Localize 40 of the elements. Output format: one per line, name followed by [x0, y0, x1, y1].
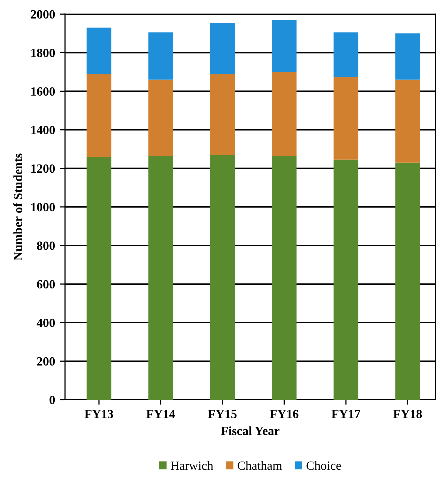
y-tick-label: 1800: [32, 48, 56, 58]
bar: [396, 34, 420, 80]
x-tick-label: FY17: [332, 410, 360, 418]
y-tick-label: 1400: [32, 126, 56, 135]
y-tick-label: 1200: [32, 164, 56, 174]
y-tick-label: 1000: [32, 203, 56, 212]
bar: [148, 32, 174, 80]
bar: [334, 32, 359, 78]
bar: [334, 77, 359, 160]
y-axis-title: Number of Students: [14, 154, 22, 261]
x-tick-label: FY14: [146, 410, 176, 418]
y-tick-label: 1600: [32, 88, 56, 96]
bar: [210, 155, 236, 400]
bar: [272, 72, 297, 156]
bar: [272, 156, 297, 400]
y-tick-label: 800: [37, 242, 56, 250]
bar: [396, 162, 420, 400]
y-tick-label: 200: [37, 357, 56, 366]
bar: [148, 156, 174, 400]
legend-label: Harwich: [170, 461, 214, 470]
legend-label: Choice: [306, 461, 342, 470]
bar: [148, 80, 174, 156]
x-tick-label: FY18: [394, 410, 422, 418]
x-tick-label: FY15: [208, 410, 237, 418]
bar: [86, 157, 112, 400]
x-tick-label: FY13: [84, 410, 114, 418]
bar: [210, 74, 236, 156]
bar: [210, 23, 236, 74]
y-tick-label: 400: [36, 318, 56, 328]
y-tick-label: 2000: [31, 10, 56, 19]
y-tick-label: 0: [50, 396, 56, 404]
bar: [396, 80, 420, 163]
y-tick-label: 600: [37, 280, 56, 289]
x-tick-label: FY16: [270, 410, 299, 418]
bar: [86, 28, 112, 74]
bar: [334, 160, 359, 400]
legend-label: Chatham: [238, 461, 282, 470]
bar: [86, 74, 112, 158]
x-axis-title: Fiscal Year: [221, 426, 280, 436]
bar: [272, 20, 297, 72]
